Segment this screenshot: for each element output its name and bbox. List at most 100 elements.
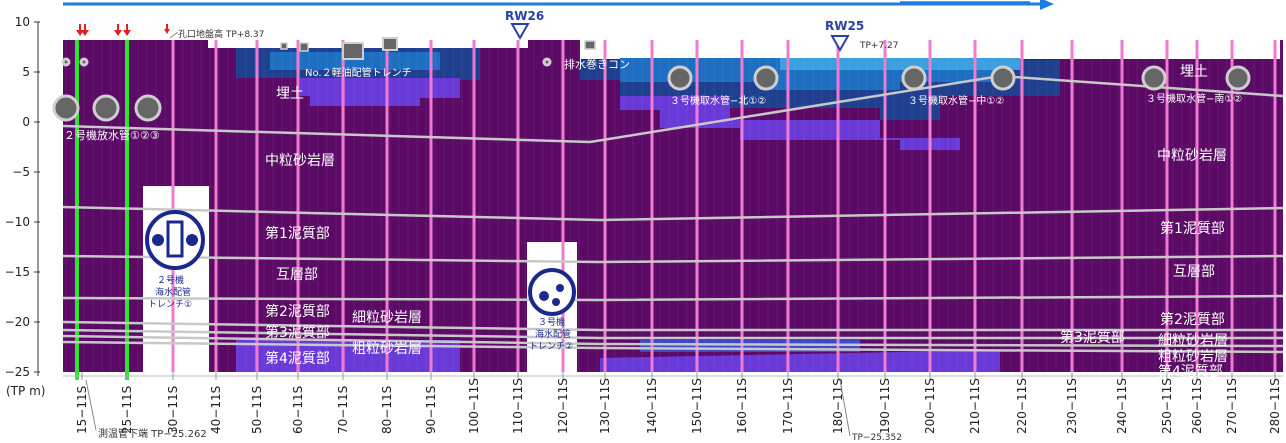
layer-boundaries xyxy=(62,74,1284,354)
unit3-seawater-trench-icon xyxy=(528,268,576,316)
boundary-mud2-mud3 xyxy=(62,320,1283,332)
zone-violet-right xyxy=(620,96,960,150)
unit2-trench-label-1: ２号機 xyxy=(157,274,184,286)
y-tick-label: −15 xyxy=(5,265,30,279)
unit3-intake-north-label: ３号機取水管−北①② xyxy=(670,94,766,107)
boundary-fill-base xyxy=(62,74,1284,144)
observation-line xyxy=(883,40,887,372)
x-tick-label: 60−11S xyxy=(291,386,305,434)
zone-violet-bottom-left xyxy=(236,340,460,372)
right-medium-sandstone-label: 中粒砂岩層 xyxy=(1157,148,1227,164)
no2-trench-box-4 xyxy=(280,42,288,50)
right-mud2-label: 第2泥質部 xyxy=(1160,311,1225,328)
no2-trench-box-3 xyxy=(299,42,309,52)
observation-line xyxy=(385,40,389,372)
x-tick-label: 190−11S xyxy=(878,378,892,434)
observation-line xyxy=(429,40,433,372)
left-alternating-label: 互層部 xyxy=(276,267,318,283)
observation-line xyxy=(472,40,476,372)
thermometer-bottom-label: 測温管下端 TP−25.262 xyxy=(98,427,207,440)
left-coarse-sandstone-label: 粗粒砂岩層 xyxy=(352,341,422,357)
borehole-ground-label: 孔口地盤高 TP+8.37 xyxy=(178,28,264,40)
y-tick-label: −25 xyxy=(5,365,30,379)
pipe-small-1 xyxy=(61,57,71,67)
unit3-intake-mid-label: ３号機取水管−中①② xyxy=(908,94,1004,107)
right-fill-label: 埋土 xyxy=(1180,64,1208,80)
pipe-unit2-3 xyxy=(134,94,162,122)
pipe-drain xyxy=(542,57,552,67)
pipe-small-2 xyxy=(79,57,89,67)
left-mud2-label: 第2泥質部 xyxy=(265,303,330,320)
x-tick-label: 260−11S xyxy=(1190,378,1204,434)
x-tick-label: 240−11S xyxy=(1115,378,1129,434)
unit3-trench-label-1: ３号機 xyxy=(538,316,565,328)
x-tick-label: 100−11S xyxy=(467,378,481,434)
x-tick-label: 200−11S xyxy=(923,378,937,434)
left-mud3-label: 第3泥質部 xyxy=(265,324,330,341)
x-tick-labels: 15−11S 25−11S 30−11S 40−11S 50−11S 60−11S 70−1… xyxy=(75,378,1282,434)
y-axis: 10 5 0 −5 −10 −15 −20 −25 xyxy=(5,15,40,379)
x-tick-label: 210−11S xyxy=(968,378,982,434)
x-tick-label: 280−11S xyxy=(1268,378,1282,434)
y-tick-label: −5 xyxy=(12,165,30,179)
unit3-intake-south-label: ３号機取水管−南①② xyxy=(1146,92,1242,105)
zone-mid-blue-left xyxy=(270,52,440,70)
observation-line xyxy=(1273,40,1277,372)
x-tick-label: 130−11S xyxy=(598,378,612,434)
left-fill-label: 埋土 xyxy=(276,86,304,102)
left-mud1-label: 第1泥質部 xyxy=(265,225,330,242)
x-tick-label: 90−11S xyxy=(424,386,438,434)
boundary-coarse-mud4 xyxy=(62,340,1284,354)
y-tick-label: 0 xyxy=(22,115,30,129)
observation-line xyxy=(973,40,977,372)
observation-line xyxy=(171,40,175,372)
leader-thermometer xyxy=(85,379,97,431)
right-mud1-label: 第1泥質部 xyxy=(1160,220,1225,237)
y-tick-label: 10 xyxy=(15,15,30,29)
right-coarse-sandstone-label: 粗粒砂岩層 xyxy=(1158,349,1228,365)
left-mud4-label: 第4泥質部 xyxy=(265,350,330,367)
drain-con-label: 排水巻きコン xyxy=(564,57,630,71)
y-tick-label: −20 xyxy=(5,315,30,329)
rw25-label: RW25 xyxy=(825,19,864,33)
x-tick-label: 70−11S xyxy=(336,386,350,434)
boundary-mud3-fine xyxy=(62,328,1283,340)
boundary-fine-coarse xyxy=(62,334,1284,348)
x-tick-label: 15−11S xyxy=(75,386,89,434)
x-tick-label: 250−11S xyxy=(1160,378,1174,434)
observation-line xyxy=(1020,40,1024,372)
x-tick-label: 110−11S xyxy=(511,378,525,434)
x-tick-label: 170−11S xyxy=(781,378,795,434)
box-near-130 xyxy=(584,40,596,50)
observation-line xyxy=(603,40,607,372)
rw26-label: RW26 xyxy=(505,9,544,23)
observation-line xyxy=(786,40,790,372)
no2-trench-label: No.２軽油配管トレンチ xyxy=(305,66,412,79)
pipe-intake-north-2 xyxy=(753,65,779,91)
observation-line xyxy=(1195,40,1199,372)
y-axis-unit: (TP m) xyxy=(6,384,45,398)
x-tick-label: 180−11S xyxy=(831,378,845,434)
top-flow-arrow-head xyxy=(1040,0,1054,10)
unit2-seawater-trench-icon xyxy=(145,210,205,270)
leader-tp-bottom xyxy=(839,379,851,437)
green-line-25 xyxy=(125,40,129,380)
x-tick-label: 160−11S xyxy=(735,378,749,434)
observation-line xyxy=(1120,40,1124,372)
pipe-intake-south-2 xyxy=(1225,65,1251,91)
x-tick-label: 40−11S xyxy=(209,386,223,434)
x-tick-label: 25−11S xyxy=(120,386,134,434)
zone-violet-bottom-right xyxy=(600,350,1000,372)
right-mud3-label: 第3泥質部 xyxy=(1060,329,1125,346)
left-fine-sandstone-label: 細粒砂岩層 xyxy=(352,310,422,326)
x-tick-label: 220−11S xyxy=(1015,378,1029,434)
right-fine-sandstone-label: 細粒砂岩層 xyxy=(1158,333,1228,349)
observation-line xyxy=(695,40,699,372)
observation-line xyxy=(255,40,259,372)
no2-trench-box xyxy=(342,42,364,60)
pipe-intake-mid-1 xyxy=(901,65,927,91)
pipe-intake-north-1 xyxy=(667,65,693,91)
observation-line xyxy=(516,40,520,372)
